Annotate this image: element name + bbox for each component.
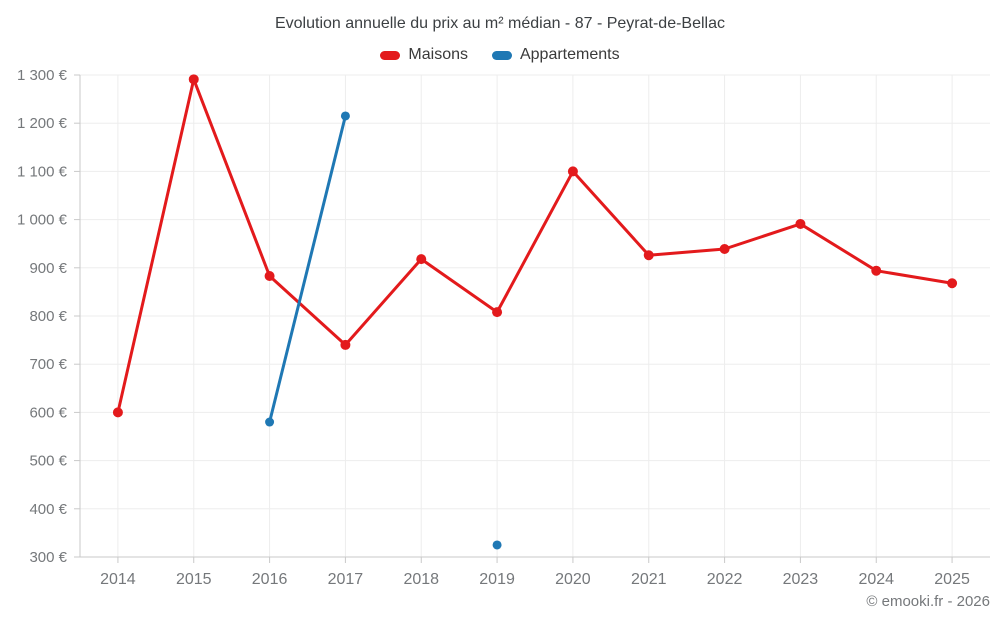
chart-legend: Maisons Appartements [0,46,1000,64]
data-point-appartements-2016[interactable] [265,417,275,427]
x-tick-label: 2019 [479,571,515,588]
series-appartements [265,111,502,550]
data-point-maisons-2016[interactable] [264,270,275,281]
copyright-credit: © emooki.fr - 2026 [866,593,990,610]
data-point-maisons-2025[interactable] [947,278,958,289]
y-tick-label: 700 € [29,356,67,373]
legend-marker-maisons-icon [380,50,401,60]
x-tick-label: 2023 [783,571,819,588]
x-tick-label: 2018 [403,571,439,588]
data-point-maisons-2022[interactable] [719,244,730,255]
data-point-maisons-2018[interactable] [416,254,427,265]
y-tick-label: 1 000 € [17,212,68,229]
y-tick-label: 300 € [29,549,67,566]
chart-title: Evolution annuelle du prix au m² médian … [274,15,725,32]
legend-item-appartements[interactable]: Appartements [491,46,620,64]
data-point-maisons-2024[interactable] [871,265,882,276]
data-point-appartements-2019[interactable] [492,540,502,550]
series-maisons [112,74,958,418]
x-tick-label: 2016 [252,571,288,588]
data-point-maisons-2021[interactable] [643,250,654,261]
y-tick-label: 1 300 € [17,67,68,84]
legend-label-maisons: Maisons [408,46,468,63]
x-tick-label: 2017 [328,571,364,588]
x-tick-label: 2021 [631,571,667,588]
legend-label-appartements: Appartements [519,46,620,63]
legend-marker-appartements-icon [491,50,512,60]
gridlines [80,74,990,557]
data-point-maisons-2014[interactable] [112,407,123,418]
series-line-appartements [268,114,347,424]
y-tick-label: 500 € [29,453,67,470]
y-tick-label: 1 200 € [17,115,68,132]
x-tick-label: 2015 [176,571,212,588]
data-point-maisons-2015[interactable] [188,74,199,85]
data-point-maisons-2023[interactable] [795,218,806,229]
x-tick-label: 2020 [555,571,591,588]
data-point-maisons-2019[interactable] [492,307,503,318]
axes [74,74,990,563]
data-point-maisons-2020[interactable] [567,166,578,177]
y-tick-label: 800 € [29,308,67,325]
data-point-appartements-2017[interactable] [340,111,350,121]
y-axis-labels: 300 € 400 € 500 € 600 € 700 € 800 € 900 € 1 000… [17,67,68,566]
legend-item-maisons[interactable]: Maisons [380,46,468,64]
x-tick-label: 2014 [100,571,136,588]
y-tick-label: 600 € [29,404,67,421]
series-line-maisons [116,77,954,414]
x-axis-labels: 2014 2015 2016 2017 2018 2019 2020 2021 2022 2023… [100,571,970,588]
x-tick-label: 2022 [707,571,743,588]
y-tick-label: 1 100 € [17,163,68,180]
y-tick-label: 400 € [29,501,67,518]
data-point-maisons-2017[interactable] [340,339,351,350]
x-tick-label: 2024 [858,571,894,588]
x-tick-label: 2025 [934,571,970,588]
y-tick-label: 900 € [29,260,67,277]
